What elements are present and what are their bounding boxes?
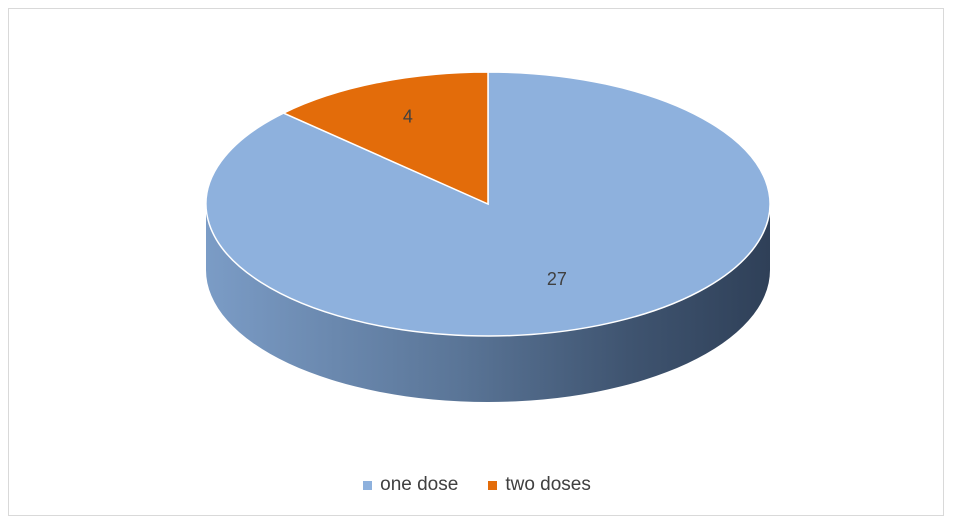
data-label-two-doses: 4 xyxy=(403,107,413,127)
legend-label-two-doses: two doses xyxy=(505,474,591,495)
legend-swatch-two-doses xyxy=(488,480,498,490)
pie-slice-two-doses xyxy=(281,71,489,206)
legend-item-one-dose: one dose xyxy=(363,474,458,496)
data-label-one-dose: 27 xyxy=(547,269,567,289)
legend-item-two-doses: two doses xyxy=(488,474,591,496)
legend: one dose two doses xyxy=(0,474,954,496)
legend-swatch-one-dose xyxy=(363,480,373,490)
legend-label-one-dose: one dose xyxy=(380,474,459,495)
pie-side xyxy=(206,204,770,402)
